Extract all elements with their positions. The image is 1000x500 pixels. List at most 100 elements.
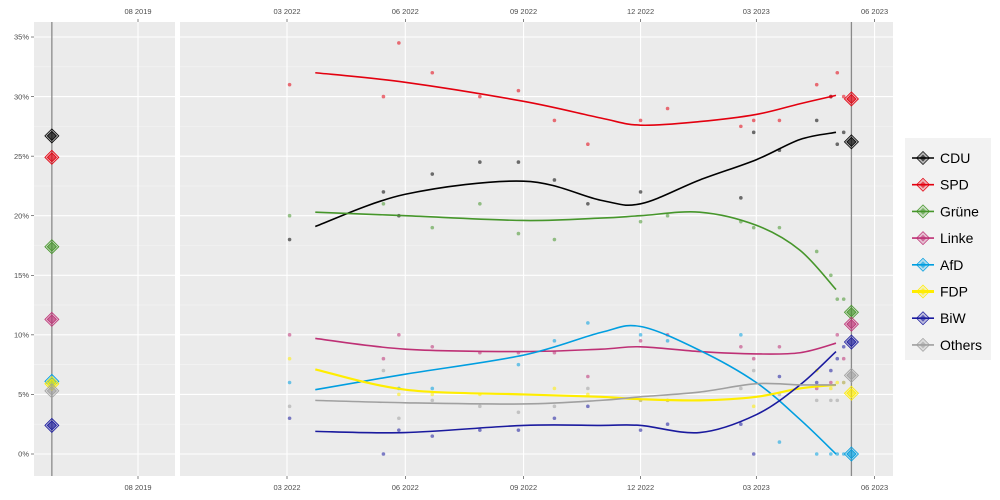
result-diamond-inner	[46, 314, 57, 325]
poll-point	[381, 202, 386, 206]
election-result-afd	[843, 446, 859, 462]
x-tick-label: 08 2019	[124, 7, 151, 16]
poll-point	[478, 94, 482, 99]
y-tick-label: 30%	[14, 92, 29, 101]
legend-item-spd: SPD	[912, 177, 969, 193]
poll-point	[552, 386, 557, 391]
legend-background	[905, 138, 991, 360]
poll-point	[638, 190, 643, 194]
poll-point	[777, 344, 782, 349]
poll-point	[777, 440, 782, 444]
poll-point	[478, 160, 482, 164]
poll-point	[287, 333, 292, 337]
poll-point	[829, 368, 833, 373]
y-tick-label: 35%	[14, 33, 29, 42]
x-tick-label: 06 2022	[392, 483, 419, 492]
poll-point	[430, 172, 435, 176]
y-axis: 0% 5% 10% 15% 20% 25% 30% 35%	[14, 33, 34, 459]
election-result-biw	[44, 417, 60, 433]
election-result-linke	[44, 311, 60, 327]
result-diamond-inner	[846, 336, 857, 348]
poll-point	[751, 130, 756, 135]
poll-point	[638, 333, 643, 337]
result-diamond-inner	[46, 152, 57, 163]
trend-line-afd	[315, 324, 837, 455]
legend-key-diamond-inner	[919, 288, 927, 295]
poll-point	[397, 392, 401, 397]
trend-line-spd	[315, 71, 837, 127]
poll-point	[516, 428, 521, 432]
legend-label: SPD	[940, 177, 969, 193]
poll-point	[638, 428, 643, 432]
poll-point	[835, 142, 840, 147]
poll-point	[829, 386, 833, 391]
chart-marks	[44, 41, 859, 462]
poll-point	[478, 202, 482, 206]
trend-line-linke	[315, 337, 837, 355]
poll-point	[739, 422, 743, 427]
poll-point	[516, 231, 521, 236]
x-tick-label: 09 2022	[510, 483, 537, 492]
poll-point	[430, 392, 435, 397]
poll-point	[829, 273, 833, 278]
poll-point	[835, 356, 840, 361]
election-result-spd	[843, 91, 859, 107]
election-result-biw	[843, 334, 859, 350]
y-tick-label: 20%	[14, 211, 29, 220]
result-diamond-inner	[846, 93, 857, 105]
x-tick-label: 03 2023	[743, 483, 770, 492]
legend-label: CDU	[940, 150, 970, 166]
poll-point	[814, 380, 819, 385]
legend-key-diamond-inner	[919, 261, 927, 269]
poll-point	[777, 374, 782, 379]
poll-point	[814, 398, 819, 403]
poll-point	[665, 339, 670, 343]
election-result-cdu	[44, 128, 60, 144]
legend-item-fdp: FDP	[912, 284, 968, 300]
poll-point	[751, 225, 756, 230]
x-tick-label: 03 2022	[273, 7, 300, 16]
trend-line-biw	[315, 350, 837, 434]
poll-point	[397, 333, 401, 337]
poll-point	[777, 225, 782, 230]
poll-point	[835, 70, 840, 75]
y-tick-label: 5%	[18, 390, 29, 399]
poll-point	[638, 339, 643, 343]
poll-point	[586, 386, 590, 391]
poll-point	[430, 70, 435, 75]
poll-point	[586, 374, 590, 379]
poll-point	[397, 428, 401, 432]
x-tick-label: 09 2022	[510, 7, 537, 16]
poll-point	[751, 368, 756, 373]
election-result-grüne	[44, 239, 60, 255]
poll-point	[381, 94, 386, 99]
result-diamond-inner	[846, 319, 857, 330]
legend-key-diamond-inner	[919, 341, 927, 349]
poll-point	[552, 416, 557, 421]
poll-point	[751, 452, 756, 456]
poll-point	[430, 386, 435, 391]
poll-point	[430, 225, 435, 230]
election-result-grüne	[843, 304, 859, 320]
poll-point	[552, 339, 557, 343]
y-tick-label: 15%	[14, 271, 29, 280]
poll-point	[287, 416, 292, 421]
legend-item-biw: BiW	[912, 310, 966, 326]
poll-point	[430, 434, 435, 438]
legend-label: Grüne	[940, 203, 979, 219]
poll-point	[835, 398, 840, 403]
poll-point	[287, 404, 292, 409]
legend: CDU SPD Grüne Linke AfD FDP BiW Others	[905, 138, 991, 360]
legend-key-diamond-inner	[919, 207, 927, 215]
election-result-others	[843, 367, 859, 383]
x-tick-label: 08 2019	[124, 483, 151, 492]
poll-point	[841, 452, 846, 456]
poll-point	[739, 124, 743, 129]
poll-point	[478, 428, 482, 432]
election-result-cdu	[843, 134, 859, 150]
poll-point	[478, 404, 482, 409]
legend-key-diamond-inner	[919, 181, 927, 189]
series-others-polls	[287, 368, 846, 421]
poll-point	[516, 160, 521, 164]
